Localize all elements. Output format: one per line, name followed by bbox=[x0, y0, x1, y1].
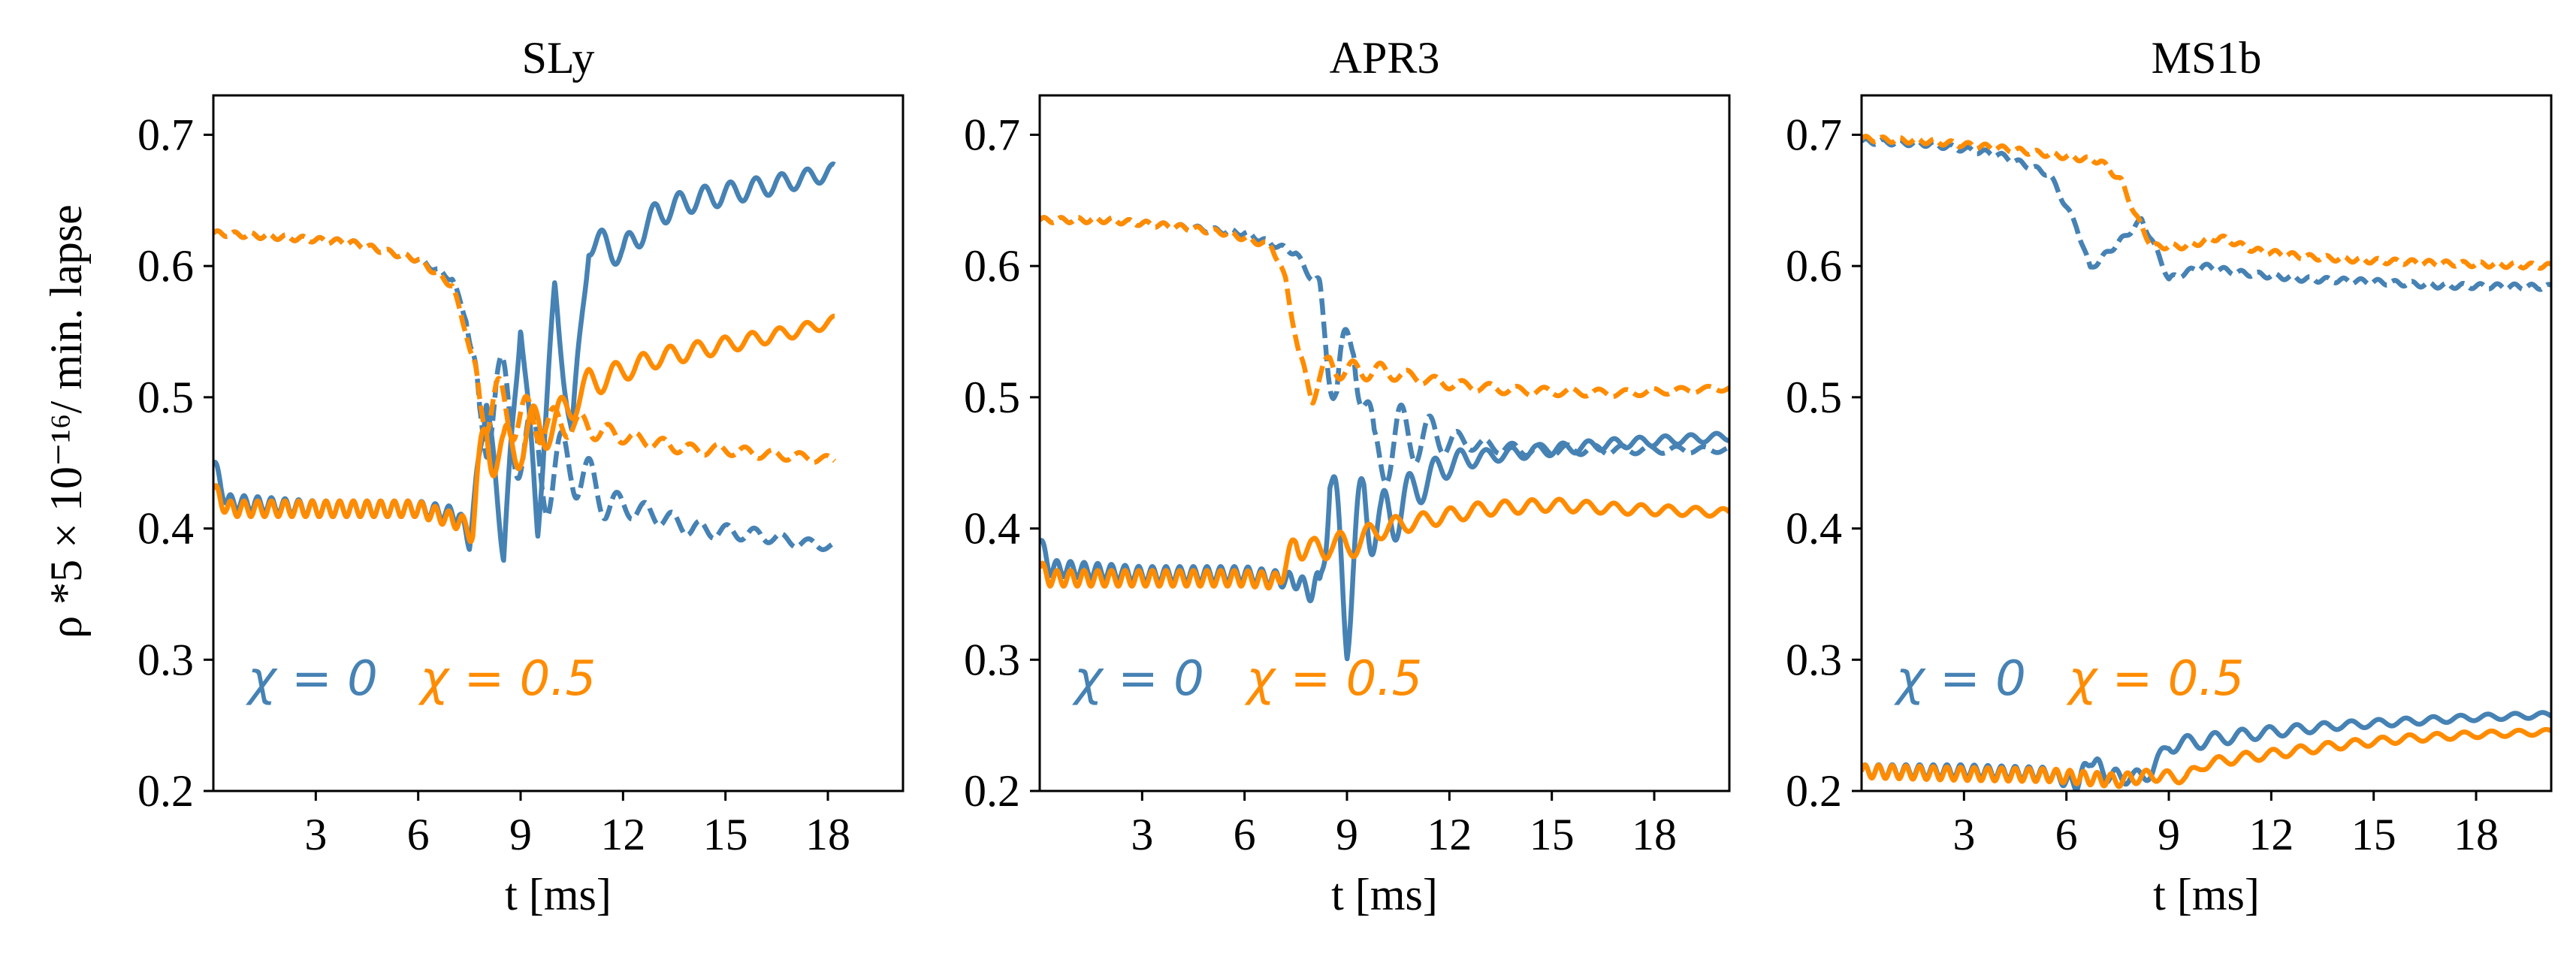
series-line-chi0-solid bbox=[213, 161, 837, 563]
legend-chi05-label: χ = 0.5 bbox=[2066, 651, 2244, 707]
legend-chi05-label: χ = 0.5 bbox=[418, 651, 596, 707]
axes-frame bbox=[212, 94, 904, 792]
x-tick-label: 15 bbox=[2351, 810, 2396, 859]
x-tick-label: 3 bbox=[304, 810, 327, 859]
y-tick-label: 0.2 bbox=[137, 766, 194, 816]
series-line-chi05-dashed bbox=[213, 228, 837, 465]
x-tick-label: 3 bbox=[1131, 810, 1153, 859]
x-tick-label: 12 bbox=[1427, 810, 1472, 859]
x-tick-label: 6 bbox=[2055, 810, 2078, 859]
y-tick-label: 0.7 bbox=[1786, 110, 1842, 159]
y-tick-label: 0.2 bbox=[964, 766, 1020, 816]
y-tick-label: 0.3 bbox=[964, 635, 1020, 684]
y-axis-label-group: ρ *5 × 10⁻¹⁶/ min. lapse bbox=[41, 204, 91, 638]
y-tick-label: 0.5 bbox=[1786, 373, 1842, 422]
y-tick-label: 0.6 bbox=[137, 241, 194, 291]
x-tick-label: 9 bbox=[1336, 810, 1358, 859]
y-tick-label: 0.5 bbox=[137, 373, 194, 422]
legend-chi05-label: χ = 0.5 bbox=[1244, 651, 1422, 707]
series-line-chi0-dashed bbox=[1040, 215, 1729, 486]
axes-frame bbox=[1860, 94, 2553, 792]
series-line-chi05-solid bbox=[1862, 726, 2551, 789]
legend-chi0-label: χ = 0 bbox=[246, 651, 378, 707]
x-tick-label: 15 bbox=[703, 810, 748, 859]
series-line-chi05-dashed bbox=[1040, 215, 1729, 406]
y-tick-label: 0.3 bbox=[137, 635, 194, 684]
y-tick-label: 0.3 bbox=[1786, 635, 1842, 684]
y-tick-label: 0.7 bbox=[964, 110, 1020, 159]
legend-chi0-label: χ = 0 bbox=[1072, 651, 1204, 707]
y-tick-label: 0.4 bbox=[1786, 504, 1842, 554]
series-line-chi05-solid bbox=[213, 313, 837, 545]
x-tick-label: 9 bbox=[2158, 810, 2180, 859]
x-tick-label: 15 bbox=[1530, 810, 1575, 859]
x-tick-label: 18 bbox=[805, 810, 850, 859]
series-line-chi05-solid bbox=[1040, 497, 1729, 591]
series-line-chi05-dashed bbox=[1862, 134, 2551, 271]
legend-chi0-label: χ = 0 bbox=[1894, 651, 2026, 707]
y-tick-label: 0.2 bbox=[1786, 766, 1842, 816]
y-tick-label: 0.6 bbox=[964, 241, 1020, 291]
panel-apr3: APR3 3 6 9 12 15 18 0.2 0.3 0.4 0.5 0.6 0.7 t [ms] χ =… bbox=[964, 33, 1731, 919]
series-group bbox=[1040, 215, 1729, 662]
y-tick-label: 0.4 bbox=[964, 504, 1020, 554]
x-tick-label: 3 bbox=[1952, 810, 1975, 859]
x-tick-label: 18 bbox=[2454, 810, 2499, 859]
x-tick-label: 6 bbox=[407, 810, 430, 859]
panel-title: SLy bbox=[522, 33, 595, 83]
panel-title: APR3 bbox=[1330, 33, 1440, 83]
y-tick-label: 0.5 bbox=[964, 373, 1020, 422]
series-group bbox=[1862, 134, 2551, 791]
x-axis-label: t [ms] bbox=[1331, 870, 1438, 919]
x-tick-label: 18 bbox=[1632, 810, 1677, 859]
series-line-chi0-solid bbox=[1040, 430, 1729, 662]
series-line-chi0-dashed bbox=[1862, 136, 2551, 292]
y-axis-label: ρ *5 × 10⁻¹⁶/ min. lapse bbox=[41, 204, 91, 638]
series-line-chi0-dashed bbox=[213, 228, 837, 552]
x-axis-label: t [ms] bbox=[2153, 870, 2260, 919]
series-group bbox=[213, 161, 837, 563]
axes-frame bbox=[1038, 94, 1731, 792]
x-axis-label: t [ms] bbox=[505, 870, 612, 919]
panel-ms1b: MS1b 3 6 9 12 15 18 0.2 0.3 0.4 0.5 0.6 0.7 t [ms] χ =… bbox=[1786, 33, 2553, 919]
x-tick-label: 9 bbox=[509, 810, 532, 859]
x-tick-label: 12 bbox=[600, 810, 645, 859]
x-tick-label: 12 bbox=[2248, 810, 2294, 859]
panel-title: MS1b bbox=[2152, 33, 2262, 83]
y-tick-label: 0.4 bbox=[137, 504, 194, 554]
panel-sly: SLy 3 6 9 12 15 18 0.2 0.3 0.4 0.5 0.6 0.7 t [ms] χ = … bbox=[137, 33, 904, 919]
x-tick-label: 6 bbox=[1234, 810, 1256, 859]
y-tick-label: 0.6 bbox=[1786, 241, 1842, 291]
y-tick-label: 0.7 bbox=[137, 110, 194, 159]
